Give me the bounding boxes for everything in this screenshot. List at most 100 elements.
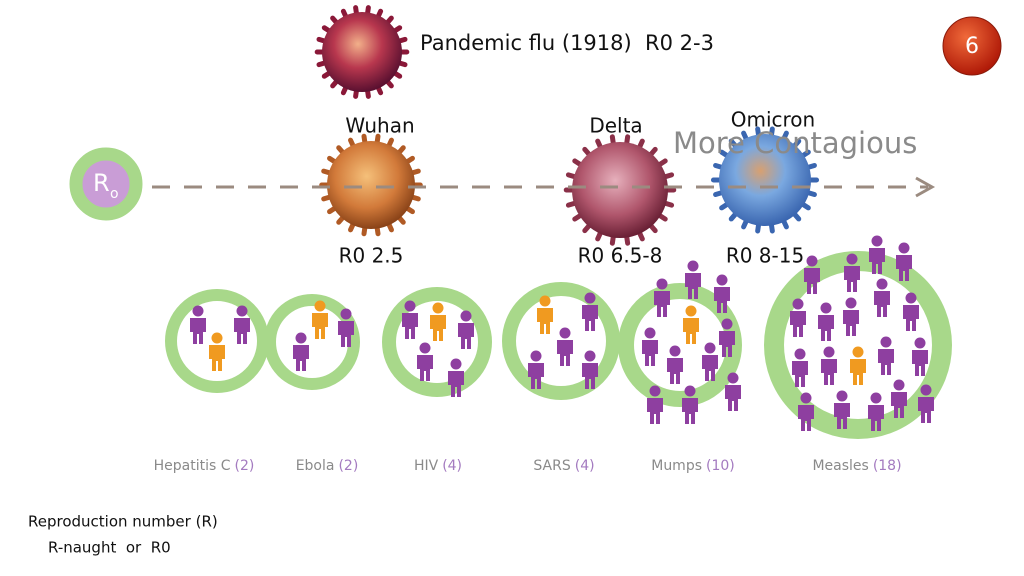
person-head — [404, 300, 416, 312]
person-body — [682, 398, 698, 424]
person-body — [190, 318, 206, 344]
disease-count: (4) — [442, 458, 462, 474]
person-head — [704, 342, 716, 354]
person-head — [684, 385, 696, 397]
person-body — [804, 268, 820, 294]
person-body — [725, 385, 741, 411]
virus — [710, 126, 820, 234]
diseases: Hepatitis C (2) Ebola (2) HIV (4) SARS (4) Mumps… — [154, 235, 952, 474]
disease-name: HIV — [414, 458, 439, 474]
person-body — [912, 350, 928, 376]
r0-symbol-main: R — [93, 169, 110, 197]
person-head — [450, 358, 462, 370]
slide-number: 6 — [965, 34, 979, 59]
person-body — [685, 273, 701, 299]
slide-badge — [942, 16, 1002, 76]
person-body — [868, 405, 884, 431]
person-body — [843, 310, 859, 336]
person-body — [790, 311, 806, 337]
person-head — [649, 385, 661, 397]
person-head — [685, 305, 697, 317]
person-body — [869, 248, 885, 274]
person-head — [539, 295, 551, 307]
person-body — [896, 255, 912, 281]
arrow-head — [915, 176, 936, 198]
footer-line: R-naught or R0 — [48, 539, 171, 557]
person-head — [559, 327, 571, 339]
person-head — [880, 336, 892, 348]
variant-r0: R0 2.5 — [339, 244, 404, 268]
footer-line: Reproduction number (R) — [28, 513, 218, 531]
disease-label: Measles (18) — [812, 458, 901, 474]
person-head — [192, 305, 204, 317]
r0-symbol-sub: o — [110, 186, 119, 202]
disease-group: Mumps (10) — [618, 260, 742, 474]
person-head — [852, 346, 864, 358]
disease-count: (2) — [338, 458, 358, 474]
person-head — [340, 308, 352, 320]
variant-name: Delta — [589, 114, 642, 138]
arrow-label: More Contagious — [673, 126, 917, 160]
person-head — [644, 327, 656, 339]
person-body — [312, 313, 328, 339]
variants: Wuhan R0 2.5 Delta R0 6.5-8 Omicron R0 8-15 — [339, 108, 816, 268]
person-body — [903, 305, 919, 331]
person-body — [798, 405, 814, 431]
variant-r0: R0 8-15 — [726, 244, 804, 268]
person-head — [687, 260, 699, 272]
person-body — [714, 287, 730, 313]
variant-name: Omicron — [731, 108, 815, 132]
disease-count: (18) — [873, 458, 902, 474]
person-head — [871, 235, 883, 247]
disease-ring — [264, 294, 360, 390]
disease-label: HIV (4) — [414, 458, 462, 474]
r0-symbol — [69, 147, 143, 221]
disease-name: Measles — [812, 458, 868, 474]
person-head — [893, 379, 905, 391]
person-body — [792, 361, 808, 387]
person-head — [716, 274, 728, 286]
person-head — [432, 302, 444, 314]
person-head — [314, 300, 326, 312]
person-head — [806, 255, 818, 267]
person-body — [528, 363, 544, 389]
person-head — [794, 348, 806, 360]
virus-body — [327, 141, 415, 229]
person-head — [820, 302, 832, 314]
virus-body — [572, 142, 668, 238]
person-body — [557, 340, 573, 366]
person-body — [430, 315, 446, 341]
person-body — [702, 355, 718, 381]
disease-label: Ebola (2) — [296, 458, 359, 474]
person-body — [582, 363, 598, 389]
person-body — [209, 345, 225, 371]
person-head — [800, 392, 812, 404]
person-body — [683, 318, 699, 344]
person-body — [417, 355, 433, 381]
person-body — [834, 403, 850, 429]
disease-name: SARS — [533, 458, 570, 474]
virus-body — [719, 134, 811, 226]
person-head — [876, 278, 888, 290]
person-body — [878, 349, 894, 375]
person-head — [236, 305, 248, 317]
person-body — [293, 345, 309, 371]
person-body — [338, 321, 354, 347]
person-body — [918, 397, 934, 423]
person-body — [850, 359, 866, 385]
person-body — [891, 392, 907, 418]
disease-label: Mumps (10) — [651, 458, 735, 474]
person-body — [582, 305, 598, 331]
person-body — [844, 266, 860, 292]
disease-name: Hepatitis C — [154, 458, 231, 474]
disease-label: Hepatitis C (2) — [154, 458, 255, 474]
person-head — [530, 350, 542, 362]
person-head — [792, 298, 804, 310]
person-head — [656, 278, 668, 290]
person-body — [667, 358, 683, 384]
person-head — [727, 372, 739, 384]
virus-body — [322, 12, 402, 92]
person-body — [874, 291, 890, 317]
person-head — [721, 318, 733, 330]
